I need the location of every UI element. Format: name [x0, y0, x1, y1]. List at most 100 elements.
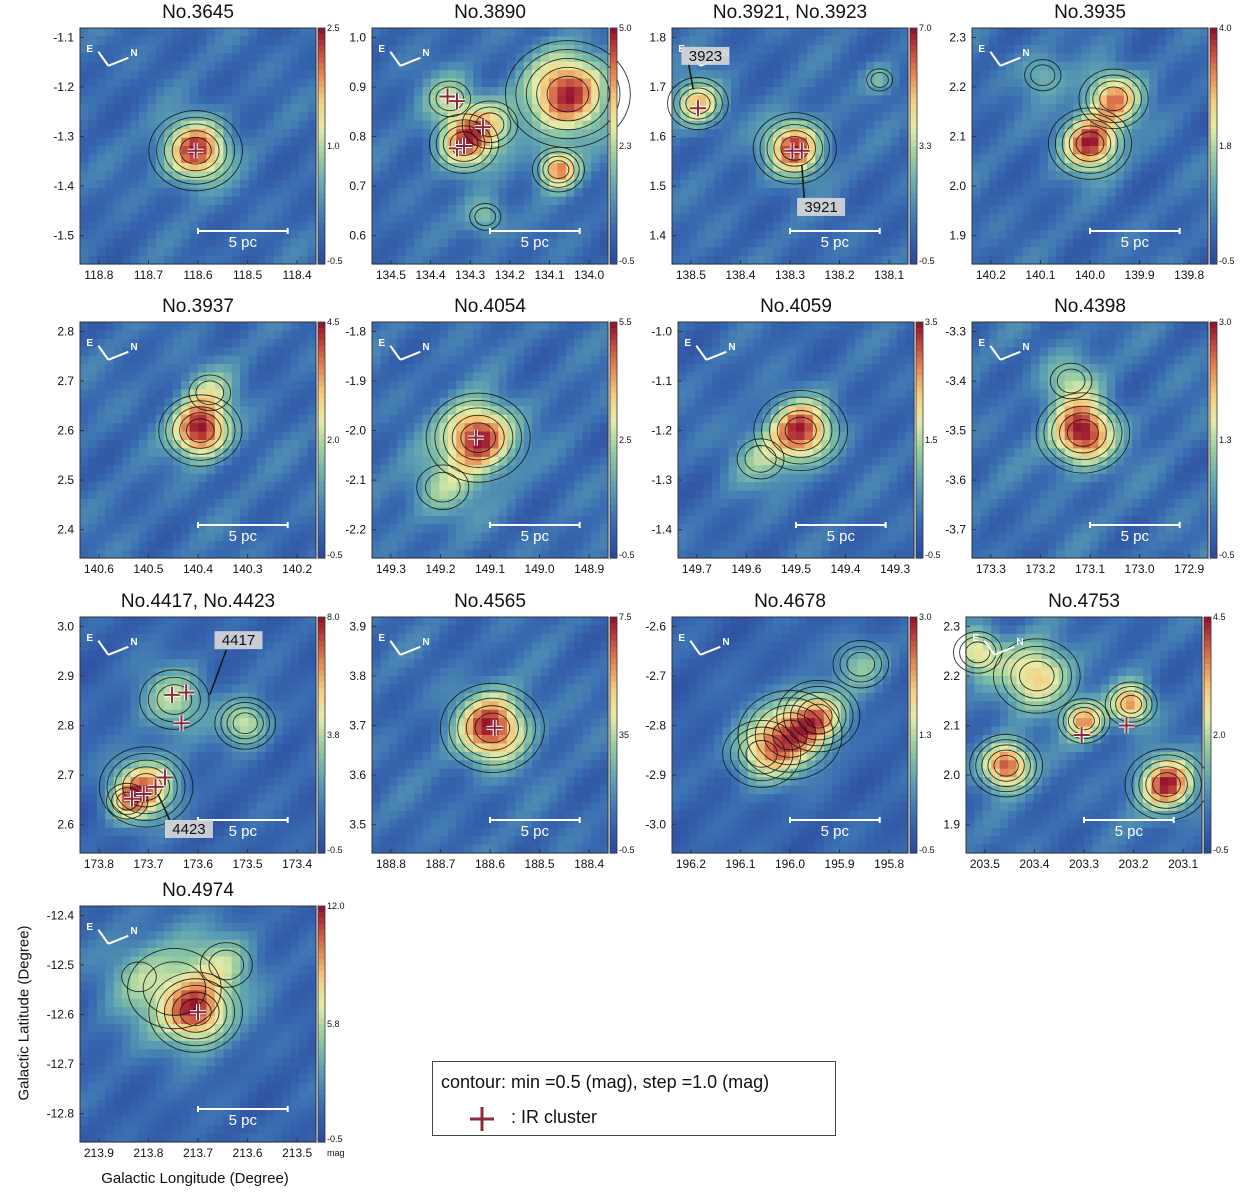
map-cell [181, 364, 191, 374]
map-cell [1115, 238, 1125, 248]
map-cell [1140, 36, 1150, 46]
map-cell [172, 549, 182, 559]
map-cell [1056, 146, 1066, 156]
map-cell [1098, 112, 1108, 122]
colorbar-segment [318, 45, 325, 53]
map-cell [198, 188, 208, 198]
map-cell [1081, 255, 1091, 265]
map-cell [88, 247, 98, 257]
map-cell [714, 255, 724, 265]
map-cell [439, 213, 449, 223]
map-cell [1098, 179, 1108, 189]
map-cell [532, 205, 542, 215]
map-cell [473, 154, 483, 164]
map-cell [257, 162, 267, 172]
map-cell [1014, 188, 1024, 198]
map-cell [139, 355, 149, 365]
map-cell [265, 541, 275, 551]
map-cell [273, 532, 283, 542]
colorbar [317, 27, 326, 265]
map-cell [88, 78, 98, 88]
map-cell [290, 247, 300, 257]
map-cell [1064, 213, 1074, 223]
map-cell [206, 129, 216, 139]
colorbar-segment [610, 181, 617, 188]
map-cell [1140, 247, 1150, 257]
map-cell [688, 154, 698, 164]
map-cell [506, 397, 516, 407]
map-cell [1199, 137, 1209, 147]
map-cell [122, 322, 132, 332]
map-cell [372, 120, 382, 130]
map-cell [840, 221, 850, 231]
map-cell [139, 465, 149, 475]
ir-cluster-marker [689, 100, 706, 117]
map-cell [147, 137, 157, 147]
map-cell [155, 372, 165, 382]
map-cell [997, 188, 1007, 198]
map-cell [1157, 87, 1167, 97]
map-cell [481, 338, 491, 348]
map-cell [388, 473, 398, 483]
map-cell [414, 338, 424, 348]
map-cell [299, 238, 309, 248]
map-cell [781, 103, 791, 113]
map-cell [1031, 53, 1041, 63]
map-cell [523, 389, 533, 399]
map-cell [523, 70, 533, 80]
colorbar-segment [910, 193, 917, 200]
y-tick-label: -1.3 [53, 130, 74, 144]
map-cell [372, 53, 382, 63]
map-cell [1098, 137, 1108, 147]
map-cell [731, 171, 741, 181]
map-cell [290, 440, 300, 450]
map-cell [257, 440, 267, 450]
map-cell [189, 381, 199, 391]
map-cell [223, 44, 233, 54]
map-cell [506, 61, 516, 71]
map-cell [372, 355, 382, 365]
map-cell [189, 347, 199, 357]
map-cell [506, 36, 516, 46]
colorbar-segment [318, 339, 325, 347]
map-cell [832, 162, 842, 172]
map-cell [1039, 188, 1049, 198]
map-cell [240, 389, 250, 399]
contour-line [435, 119, 493, 168]
map-cell [431, 196, 441, 206]
map-cell [714, 230, 724, 240]
map-cell [248, 70, 258, 80]
map-cell [122, 221, 132, 231]
map-cell [722, 247, 732, 257]
map-cell [565, 465, 575, 475]
map-cell [815, 28, 825, 38]
contour-line [766, 124, 823, 173]
map-cell [139, 397, 149, 407]
map-cell [857, 162, 867, 172]
map-cell [405, 247, 415, 257]
map-cell [88, 532, 98, 542]
map-cell [122, 397, 132, 407]
contour-line [673, 82, 723, 125]
map-cell [532, 112, 542, 122]
map-cell [257, 120, 267, 130]
map-cell [997, 230, 1007, 240]
map-cell [105, 338, 115, 348]
map-cell [388, 146, 398, 156]
map-cell [672, 53, 682, 63]
map-cell [181, 507, 191, 517]
map-cell [282, 61, 292, 71]
label-box-text: 3923 [689, 48, 722, 65]
map-cell [290, 499, 300, 509]
map-cell [1132, 205, 1142, 215]
map-cell [231, 103, 241, 113]
map-cell [532, 397, 542, 407]
map-cell [88, 53, 98, 63]
map-cell [582, 381, 592, 391]
map-cell [599, 473, 609, 483]
map-cell [714, 36, 724, 46]
map-cell [481, 129, 491, 139]
map-cell [1115, 103, 1125, 113]
map-cell [265, 465, 275, 475]
map-cell [105, 36, 115, 46]
